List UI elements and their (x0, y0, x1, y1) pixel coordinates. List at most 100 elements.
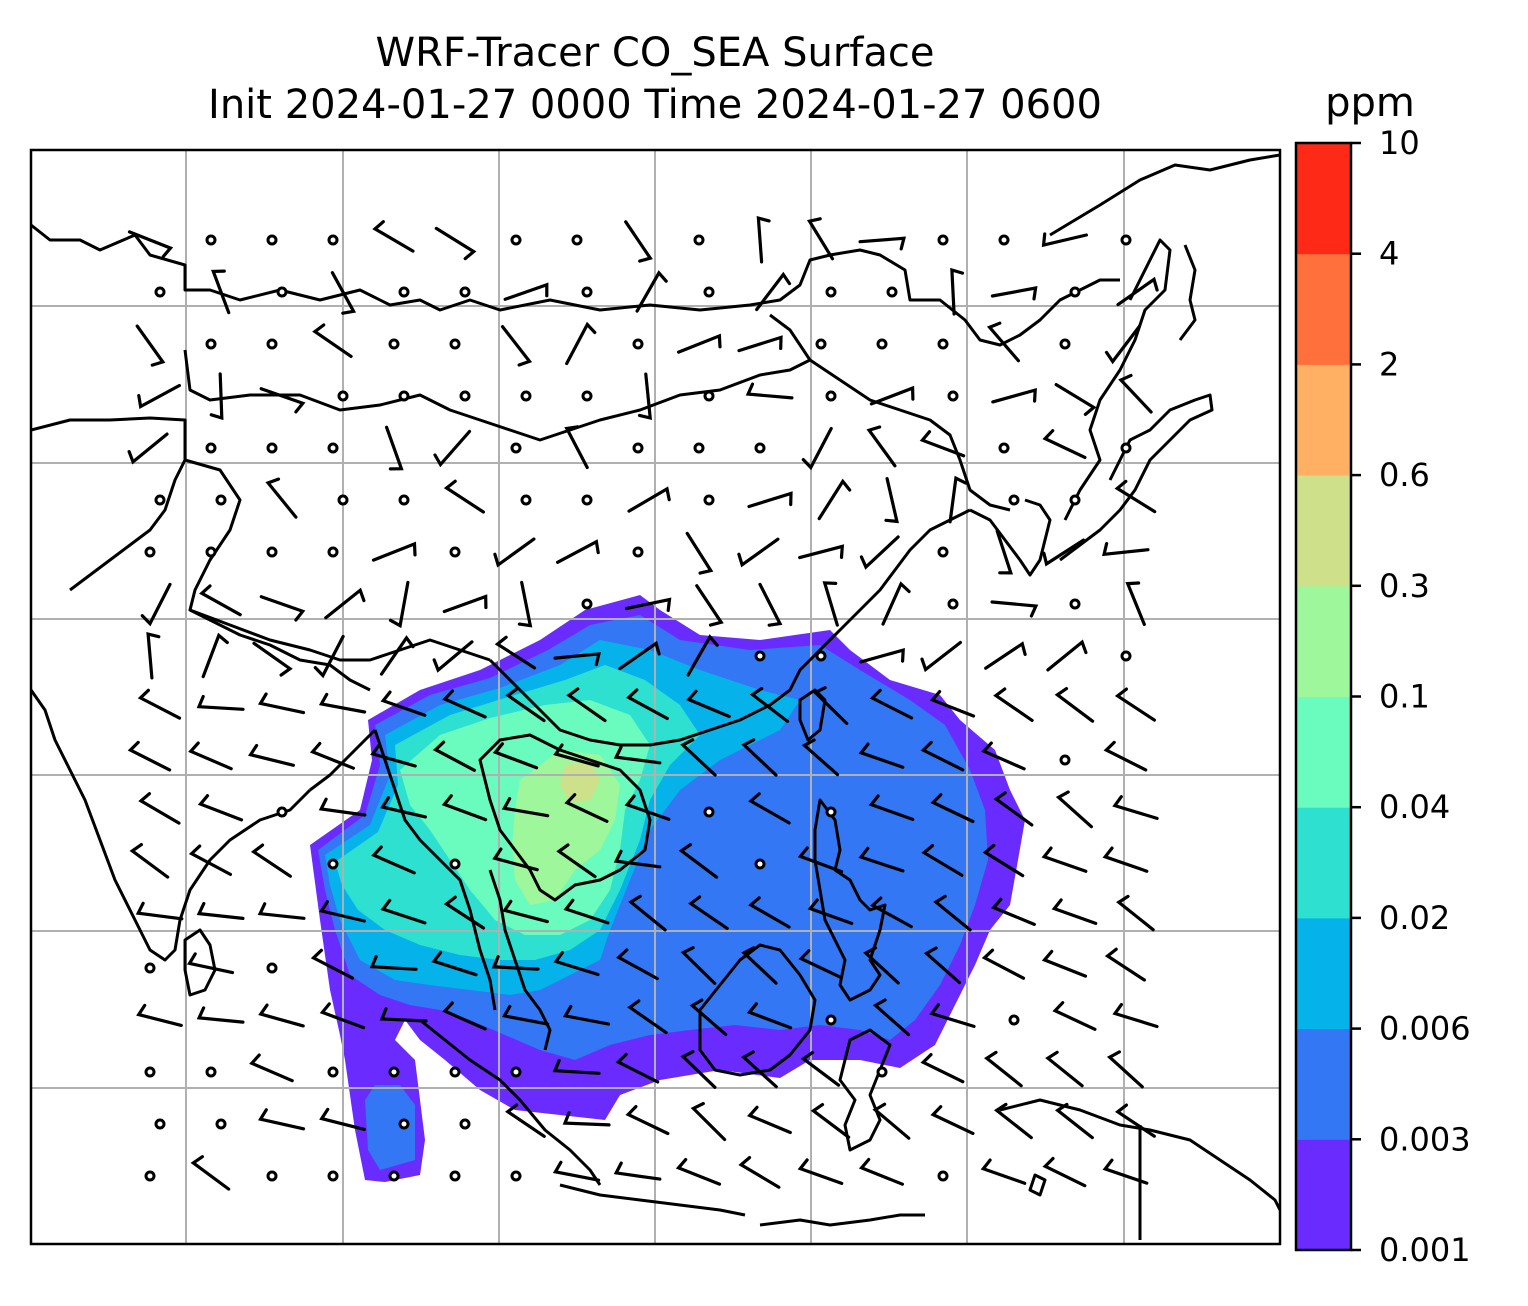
wind-barb (136, 1003, 183, 1027)
malay-peninsula (488, 869, 552, 1051)
colorbar-unit-label: ppm (1325, 80, 1415, 126)
wind-barb (995, 529, 1014, 575)
calm-wind-circle (205, 234, 217, 246)
wind-barb (689, 998, 728, 1036)
calm-wind-circle (754, 442, 766, 454)
sulawesi (838, 1028, 892, 1152)
wind-barb (259, 387, 306, 414)
colorbar-segment (1296, 696, 1351, 808)
wind-barb (434, 226, 477, 261)
wind-barb (1104, 324, 1141, 365)
wind-barb (990, 600, 1039, 618)
wind-barb (863, 946, 900, 985)
calm-wind-circle (266, 234, 278, 246)
colorbar-tick-label: 10 (1379, 124, 1420, 162)
wind-barb (930, 1105, 975, 1135)
wind-barb (312, 323, 353, 358)
calm-wind-circle (459, 286, 471, 298)
wind-barb (127, 432, 169, 465)
wind-barb (432, 740, 476, 772)
wind-barb (749, 686, 790, 723)
wind-barb (553, 951, 600, 977)
wind-barb (747, 491, 793, 509)
wind-barb (858, 236, 907, 251)
wind-barb (196, 1006, 245, 1024)
wind-barb (492, 742, 539, 770)
wind-barb (812, 686, 849, 725)
wind-barb (948, 475, 968, 524)
wind-barb (613, 745, 662, 765)
colorbar-tick-label: 0.04 (1379, 788, 1450, 826)
wind-barb (980, 1158, 1027, 1185)
wind-barb (442, 594, 488, 614)
wind-barb (858, 846, 905, 873)
wind-barb (801, 426, 833, 471)
wind-barb (688, 895, 729, 930)
calm-wind-circle (459, 390, 471, 402)
wind-barb (797, 846, 844, 874)
wind-barb (613, 1161, 662, 1181)
wind-barb (921, 844, 964, 877)
kamchatka-coast (1049, 153, 1280, 237)
wind-barb (1054, 687, 1095, 723)
calm-wind-circle (1120, 234, 1132, 246)
wind-barb (432, 640, 474, 673)
colorbar-tick-label: 0.006 (1379, 1010, 1471, 1048)
wind-barb (1102, 846, 1149, 873)
wind-barb (1125, 581, 1146, 626)
calm-wind-circle (1059, 754, 1071, 766)
wind-barb (986, 321, 1020, 363)
wind-barb (950, 267, 965, 316)
wind-barb (388, 580, 410, 629)
wind-barb (984, 1050, 1023, 1088)
wind-barb (680, 1050, 717, 1089)
wind-barb (564, 425, 589, 470)
wind-barb (250, 843, 292, 878)
calm-wind-circle (266, 338, 278, 350)
wind-barb (625, 1105, 670, 1136)
calm-wind-circle (510, 442, 522, 454)
wind-barb (858, 1157, 904, 1186)
wind-barb (259, 595, 306, 622)
wind-barb (748, 792, 791, 825)
colorbar-tick-label: 0.003 (1379, 1120, 1471, 1158)
calm-wind-circle (693, 442, 705, 454)
calm-wind-circle (144, 546, 156, 558)
calm-wind-circle (825, 390, 837, 402)
wind-barb (552, 1058, 601, 1075)
colorbar-segment (1296, 585, 1351, 697)
wind-barb (211, 269, 231, 315)
wind-barb (1055, 790, 1093, 829)
wind-barb (319, 900, 366, 923)
wind-barb (615, 1052, 660, 1084)
lesser-sunda (759, 1213, 925, 1227)
korea (969, 498, 1052, 577)
wind-barb (442, 689, 487, 719)
wind-barb (493, 537, 536, 568)
new-guinea (999, 1098, 1280, 1211)
wind-barb (685, 531, 714, 575)
wind-barb (756, 215, 771, 264)
timor (1028, 1173, 1047, 1197)
wind-barb (748, 896, 791, 929)
wind-barb (624, 597, 672, 612)
colorbar-tick-label: 4 (1379, 235, 1399, 273)
wind-barb (678, 843, 719, 879)
calm-wind-circle (398, 494, 410, 506)
wind-barb (881, 581, 911, 626)
wind-barb (1106, 1050, 1144, 1089)
wind-barb (797, 1158, 844, 1185)
calm-wind-circle (205, 442, 217, 454)
calm-wind-circle (144, 1066, 156, 1078)
wind-barb (517, 580, 533, 628)
calm-wind-circle (632, 546, 644, 558)
wind-barb (1054, 1102, 1094, 1140)
wind-barb (188, 844, 232, 876)
wind-barb (127, 740, 172, 772)
calm-wind-circle (449, 338, 461, 350)
calm-wind-circle (144, 962, 156, 974)
calm-wind-circle (398, 1118, 410, 1130)
wind-barb (1042, 538, 1086, 567)
calm-wind-circle (876, 1066, 888, 1078)
